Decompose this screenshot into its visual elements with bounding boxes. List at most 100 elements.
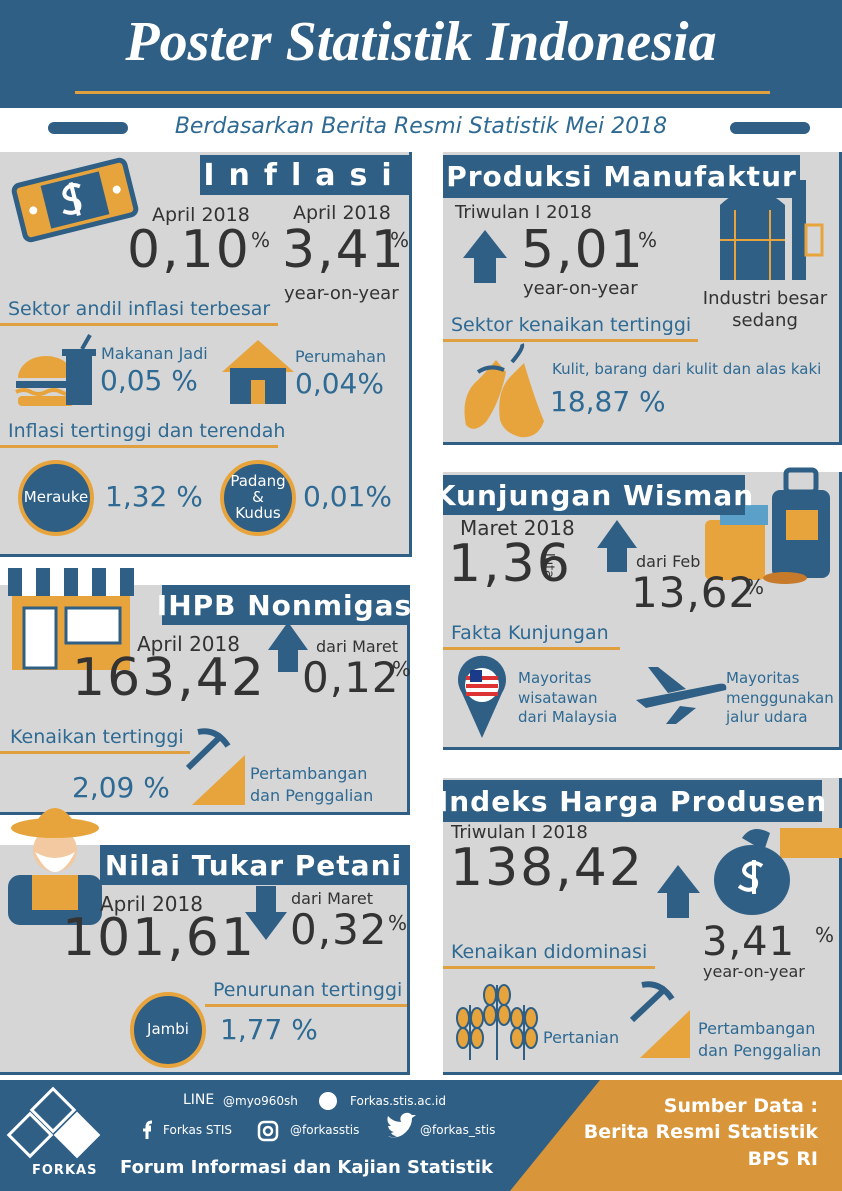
- inflasi-mtm-period: April 2018: [152, 204, 250, 226]
- plane-icon: [636, 667, 727, 724]
- title: Poster Statistik Indonesia: [125, 11, 717, 73]
- footer-source-title: Sumber Data :: [663, 1095, 818, 1117]
- manufaktur-title: Produksi Manufaktur: [443, 155, 800, 198]
- ihp-title: Indeks Harga Produsen: [438, 780, 826, 822]
- ihpb-top-title: Kenaikan tertinggi: [10, 726, 184, 748]
- ihp-period: Triwulan I 2018: [451, 822, 588, 843]
- ntp-low-circle: Jambi: [130, 992, 206, 1068]
- sektor-value: 0,05 %: [100, 364, 198, 397]
- wisman-value-unit: Juta: [541, 553, 556, 579]
- instagram-icon: [257, 1120, 279, 1142]
- pickaxe-icon: [185, 728, 245, 805]
- shoes-icon: [464, 343, 544, 438]
- ihpb-title: IHPB Nonmigas: [157, 585, 411, 625]
- kota-circle: Padang & Kudus: [220, 460, 296, 536]
- ihp-change: 3,41: [702, 919, 796, 965]
- wisman-unit: %: [745, 575, 765, 599]
- footer-facebook: Forkas STIS: [163, 1123, 233, 1137]
- inflasi-yoy-note: year-on-year: [284, 283, 399, 304]
- ihpb-unit: %: [392, 657, 412, 681]
- manufaktur-note: year-on-year: [523, 278, 638, 299]
- ihpb-change-label: dari Maret: [316, 637, 399, 656]
- wisman-change: 13,62: [631, 568, 757, 617]
- ihpb-value: 163,42: [72, 648, 266, 708]
- underline: [443, 339, 698, 342]
- manufaktur-period: Triwulan I 2018: [455, 202, 592, 223]
- ntp-low-value: 1,77 %: [220, 1013, 318, 1046]
- header-bar-left: [48, 122, 128, 134]
- facebook-glyph: [143, 1120, 153, 1139]
- underline: [0, 445, 278, 448]
- inflasi-yoy-value: 3,41: [282, 220, 406, 280]
- manufaktur-value: 5,01: [521, 220, 645, 280]
- ihp-unit: %: [815, 923, 835, 947]
- footer-source-band: [510, 1080, 842, 1191]
- ihp-dominant: Pertanian: [543, 1028, 620, 1047]
- footer-source-1: Berita Resmi Statistik: [583, 1121, 818, 1143]
- ihp-dominant: Pertambangan dan Penggalian: [698, 1019, 822, 1061]
- ntp-change: 0,32: [290, 905, 388, 954]
- manufaktur-industry: Industri besar sedang: [702, 288, 828, 331]
- arrow-up-ihpb: [268, 622, 308, 672]
- footer-line-id: @myo960sh: [223, 1094, 298, 1108]
- title-underline: [75, 91, 770, 94]
- shop-icon: [8, 568, 134, 670]
- ihpb-top-value: 2,09 %: [72, 771, 170, 804]
- ihp-note: year-on-year: [703, 962, 805, 981]
- manufaktur-top-title: Sektor kenaikan tertinggi: [451, 314, 692, 336]
- ihp-value: 138,42: [450, 838, 644, 898]
- wisman-facts-title: Fakta Kunjungan: [451, 622, 609, 644]
- wisman-fact: Mayoritas wisatawan dari Malaysia: [518, 669, 618, 726]
- ntp-period: April 2018: [100, 892, 203, 916]
- ntp-title: Nilai Tukar Petani: [100, 845, 407, 885]
- wisman-value: 1,36: [448, 534, 572, 594]
- underline: [0, 323, 278, 326]
- manufaktur-top-value: 18,87 %: [550, 385, 666, 418]
- ntp-low-title: Penurunan tertinggi: [213, 979, 403, 1001]
- forkas-logo: [6, 1086, 101, 1159]
- ihpb-period: April 2018: [137, 632, 240, 656]
- sektor-label: Perumahan: [295, 347, 387, 366]
- inflasi-mtm-unit: %: [251, 228, 271, 252]
- footer-twitter: @forkas_stis: [420, 1123, 496, 1137]
- website-icon: [319, 1092, 337, 1110]
- inflasi-kota-title: Inflasi tertinggi dan terendah: [8, 420, 286, 442]
- ihp-dominant-title: Kenaikan didominasi: [451, 941, 648, 963]
- subtitle: Berdasarkan Berita Resmi Statistik Mei 2…: [174, 114, 668, 139]
- footer-line-label: LINE: [183, 1092, 215, 1108]
- house-icon: [222, 340, 294, 404]
- inflasi-yoy-period: April 2018: [293, 202, 391, 224]
- inflasi-mtm-value: 0,10: [127, 220, 251, 280]
- inflasi-yoy-unit: %: [390, 228, 410, 252]
- ntp-change-label: dari Maret: [291, 889, 374, 908]
- wheat-icon: [456, 984, 538, 1060]
- kota-value: 0,01%: [303, 480, 392, 513]
- header-bar-right: [730, 122, 810, 134]
- wisman-fact: Mayoritas menggunakan jalur udara: [726, 669, 834, 726]
- header-band: [0, 0, 842, 108]
- footer-source-2: BPS RI: [747, 1148, 818, 1170]
- kota-circle: Merauke: [18, 460, 94, 536]
- arrow-down-ntp: [245, 886, 287, 940]
- panel-ihp: [443, 778, 842, 1075]
- manufaktur-unit: %: [638, 228, 658, 252]
- underline: [443, 966, 655, 969]
- pickaxe-icon-ihp: [629, 981, 690, 1058]
- underline: [443, 647, 620, 650]
- arrow-up-wisman: [597, 520, 637, 572]
- wisman-period: Maret 2018: [460, 516, 575, 540]
- malaysia-pin: [458, 655, 507, 738]
- money-bag-icon: [714, 828, 842, 915]
- arrow-up-manufaktur: [463, 230, 507, 283]
- wisman-title: Kunjungan Wisman: [434, 475, 753, 515]
- footer-instagram: @forkasstis: [290, 1123, 360, 1137]
- inflasi-sektor-title: Sektor andil inflasi terbesar: [8, 298, 271, 320]
- footer-org: Forum Informasi dan Kajian Statistik: [120, 1157, 494, 1178]
- sektor-value: 0,04%: [295, 367, 384, 400]
- ntp-value: 101,61: [62, 908, 256, 968]
- ntp-unit: %: [388, 911, 408, 935]
- footer-website: Forkas.stis.ac.id: [350, 1094, 446, 1108]
